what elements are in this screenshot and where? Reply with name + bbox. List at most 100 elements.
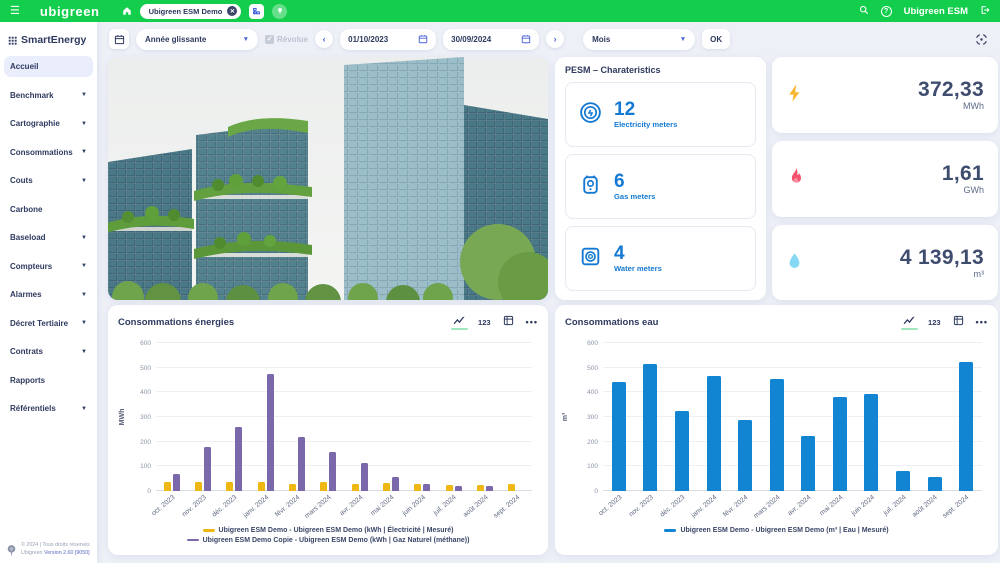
next-period-button[interactable]: › xyxy=(546,30,565,48)
y-axis-tick: 100 xyxy=(140,463,151,471)
disabled-tree-button xyxy=(272,3,288,19)
bar xyxy=(351,484,359,491)
sidebar-item-r-f-rentiels[interactable]: Référentiels ▼ xyxy=(4,398,93,419)
kpi-value: 1,61 xyxy=(941,162,984,185)
electricity-meter-icon xyxy=(578,100,603,130)
y-axis-label: MWh xyxy=(118,408,126,426)
water-meter-icon xyxy=(578,244,603,274)
home-icon[interactable] xyxy=(122,6,132,16)
values-view-icon[interactable]: 123 xyxy=(478,317,491,327)
bar-group xyxy=(856,394,888,491)
gridline xyxy=(156,391,532,393)
bar xyxy=(360,463,368,491)
sidebar-item-consommations[interactable]: Consommations ▼ xyxy=(4,142,93,163)
line-chart-view-icon[interactable] xyxy=(451,315,469,330)
y-axis-tick: 400 xyxy=(587,389,598,397)
date-to-input[interactable]: 30/09/2024 xyxy=(443,28,540,50)
help-icon[interactable]: ? xyxy=(880,5,892,17)
y-axis-tick: 600 xyxy=(587,340,598,347)
more-options-icon[interactable]: ••• xyxy=(975,317,988,327)
water-bar-chart: 0 100 200 300 400 500 600 m³ oct. 2023 nov. 2023 d… xyxy=(562,340,988,534)
bar-group xyxy=(635,363,667,491)
bar-group xyxy=(603,382,635,491)
bar-group xyxy=(156,473,187,491)
bar xyxy=(288,484,296,491)
chart-legend: Ubigreen ESM Demo - Ubigreen ESM Demo (m… xyxy=(565,527,988,534)
kpi-card-m: 4 139,13 m³ xyxy=(772,225,998,300)
granularity-select[interactable]: Mois ▼ xyxy=(583,28,696,50)
period-select-value: Année glissante xyxy=(145,34,207,44)
y-axis-tick: 100 xyxy=(587,463,598,471)
fullscreen-icon[interactable] xyxy=(975,33,988,46)
y-axis-tick: 300 xyxy=(587,414,598,421)
hierarchy-button[interactable] xyxy=(249,3,265,19)
sidebar-item-d-cret-tertiaire[interactable]: Décret Tertiaire ▼ xyxy=(4,313,93,334)
table-view-icon[interactable] xyxy=(503,313,514,331)
grid-icon xyxy=(8,36,17,45)
kpi-value: 4 139,13 xyxy=(899,245,984,269)
calendar-icon xyxy=(114,34,124,44)
gridline xyxy=(603,416,982,417)
sidebar-item-alarmes[interactable]: Alarmes ▼ xyxy=(4,284,93,305)
sidebar-item-label: Accueil xyxy=(10,62,39,71)
previous-period-button[interactable]: ‹ xyxy=(315,30,334,48)
hierarchy-icon xyxy=(253,7,261,14)
bar xyxy=(203,446,211,491)
sidebar-item-baseload[interactable]: Baseload ▼ xyxy=(4,227,93,248)
calendar-icon[interactable] xyxy=(521,34,531,44)
calendar-mode-button[interactable] xyxy=(109,29,129,49)
gridline xyxy=(603,391,982,393)
sidebar-item-compteurs[interactable]: Compteurs ▼ xyxy=(4,256,93,277)
site-selector-chip[interactable]: Ubigreen ESM Demo ✕ xyxy=(139,3,242,19)
revolue-checkbox: ✓ Révolue xyxy=(265,34,308,44)
y-axis-tick: 0 xyxy=(147,488,151,495)
energy-consumption-chart-card: Consommations énergies 123 ••• 0 100 200 30… xyxy=(108,305,548,555)
sidebar-header: SmartEnergy xyxy=(0,30,97,56)
sidebar-item-cartographie[interactable]: Cartographie ▼ xyxy=(4,113,93,134)
bar-group xyxy=(407,483,438,491)
sidebar-item-contrats[interactable]: Contrats ▼ xyxy=(4,341,93,362)
bar xyxy=(643,363,658,491)
version-text: Version 2.60 [9050] xyxy=(43,550,90,557)
sidebar-item-label: Décret Tertiaire xyxy=(10,318,69,328)
menu-icon[interactable]: ☰ xyxy=(10,4,20,17)
meter-label: Water meters xyxy=(614,263,662,273)
app-title: SmartEnergy xyxy=(21,34,87,46)
date-from-value: 01/10/2023 xyxy=(348,34,389,44)
gridline xyxy=(603,465,982,467)
sidebar-item-accueil[interactable]: Accueil xyxy=(4,56,93,77)
sidebar-item-carbone[interactable]: Carbone xyxy=(4,199,93,220)
water-consumption-chart-card: Consommations eau 123 ••• 0 100 200 300 400 5… xyxy=(555,305,998,555)
legend-swatch xyxy=(186,538,199,542)
account-label[interactable]: Ubigreen ESM xyxy=(903,5,968,17)
line-chart-view-icon[interactable] xyxy=(901,315,919,330)
chevron-down-icon: ▼ xyxy=(81,405,87,412)
sidebar-item-rapports[interactable]: Rapports xyxy=(4,370,93,391)
legend-label: Ubigreen ESM Demo - Ubigreen ESM Demo (k… xyxy=(218,527,454,534)
legend-label: Ubigreen ESM Demo Copie - Ubigreen ESM D… xyxy=(202,536,470,544)
bar xyxy=(454,485,462,491)
period-select[interactable]: Année glissante ▼ xyxy=(136,28,258,50)
sidebar-item-benchmark[interactable]: Benchmark ▼ xyxy=(4,85,93,106)
ok-button[interactable]: OK xyxy=(702,29,731,49)
bar-group xyxy=(438,484,469,491)
bar xyxy=(738,419,753,491)
logout-icon[interactable] xyxy=(980,2,990,20)
sidebar-item-couts[interactable]: Couts ▼ xyxy=(4,170,93,191)
bar xyxy=(329,451,337,491)
gridline xyxy=(156,366,532,368)
filter-toolbar: Année glissante ▼ ✓ Révolue ‹ 01/10/2023… xyxy=(97,22,1000,56)
close-icon[interactable]: ✕ xyxy=(227,6,238,16)
search-icon[interactable] xyxy=(859,2,869,20)
checkbox-checked-icon: ✓ xyxy=(265,34,274,44)
bar xyxy=(382,483,390,491)
kpi-unit: GWh xyxy=(963,185,984,195)
bar xyxy=(485,485,493,491)
values-view-icon[interactable]: 123 xyxy=(928,317,941,327)
calendar-icon[interactable] xyxy=(418,34,428,44)
chevron-down-icon: ▼ xyxy=(81,348,87,355)
table-view-icon[interactable] xyxy=(953,313,964,331)
bar xyxy=(423,484,431,491)
more-options-icon[interactable]: ••• xyxy=(525,317,538,327)
date-from-input[interactable]: 01/10/2023 xyxy=(340,28,437,50)
